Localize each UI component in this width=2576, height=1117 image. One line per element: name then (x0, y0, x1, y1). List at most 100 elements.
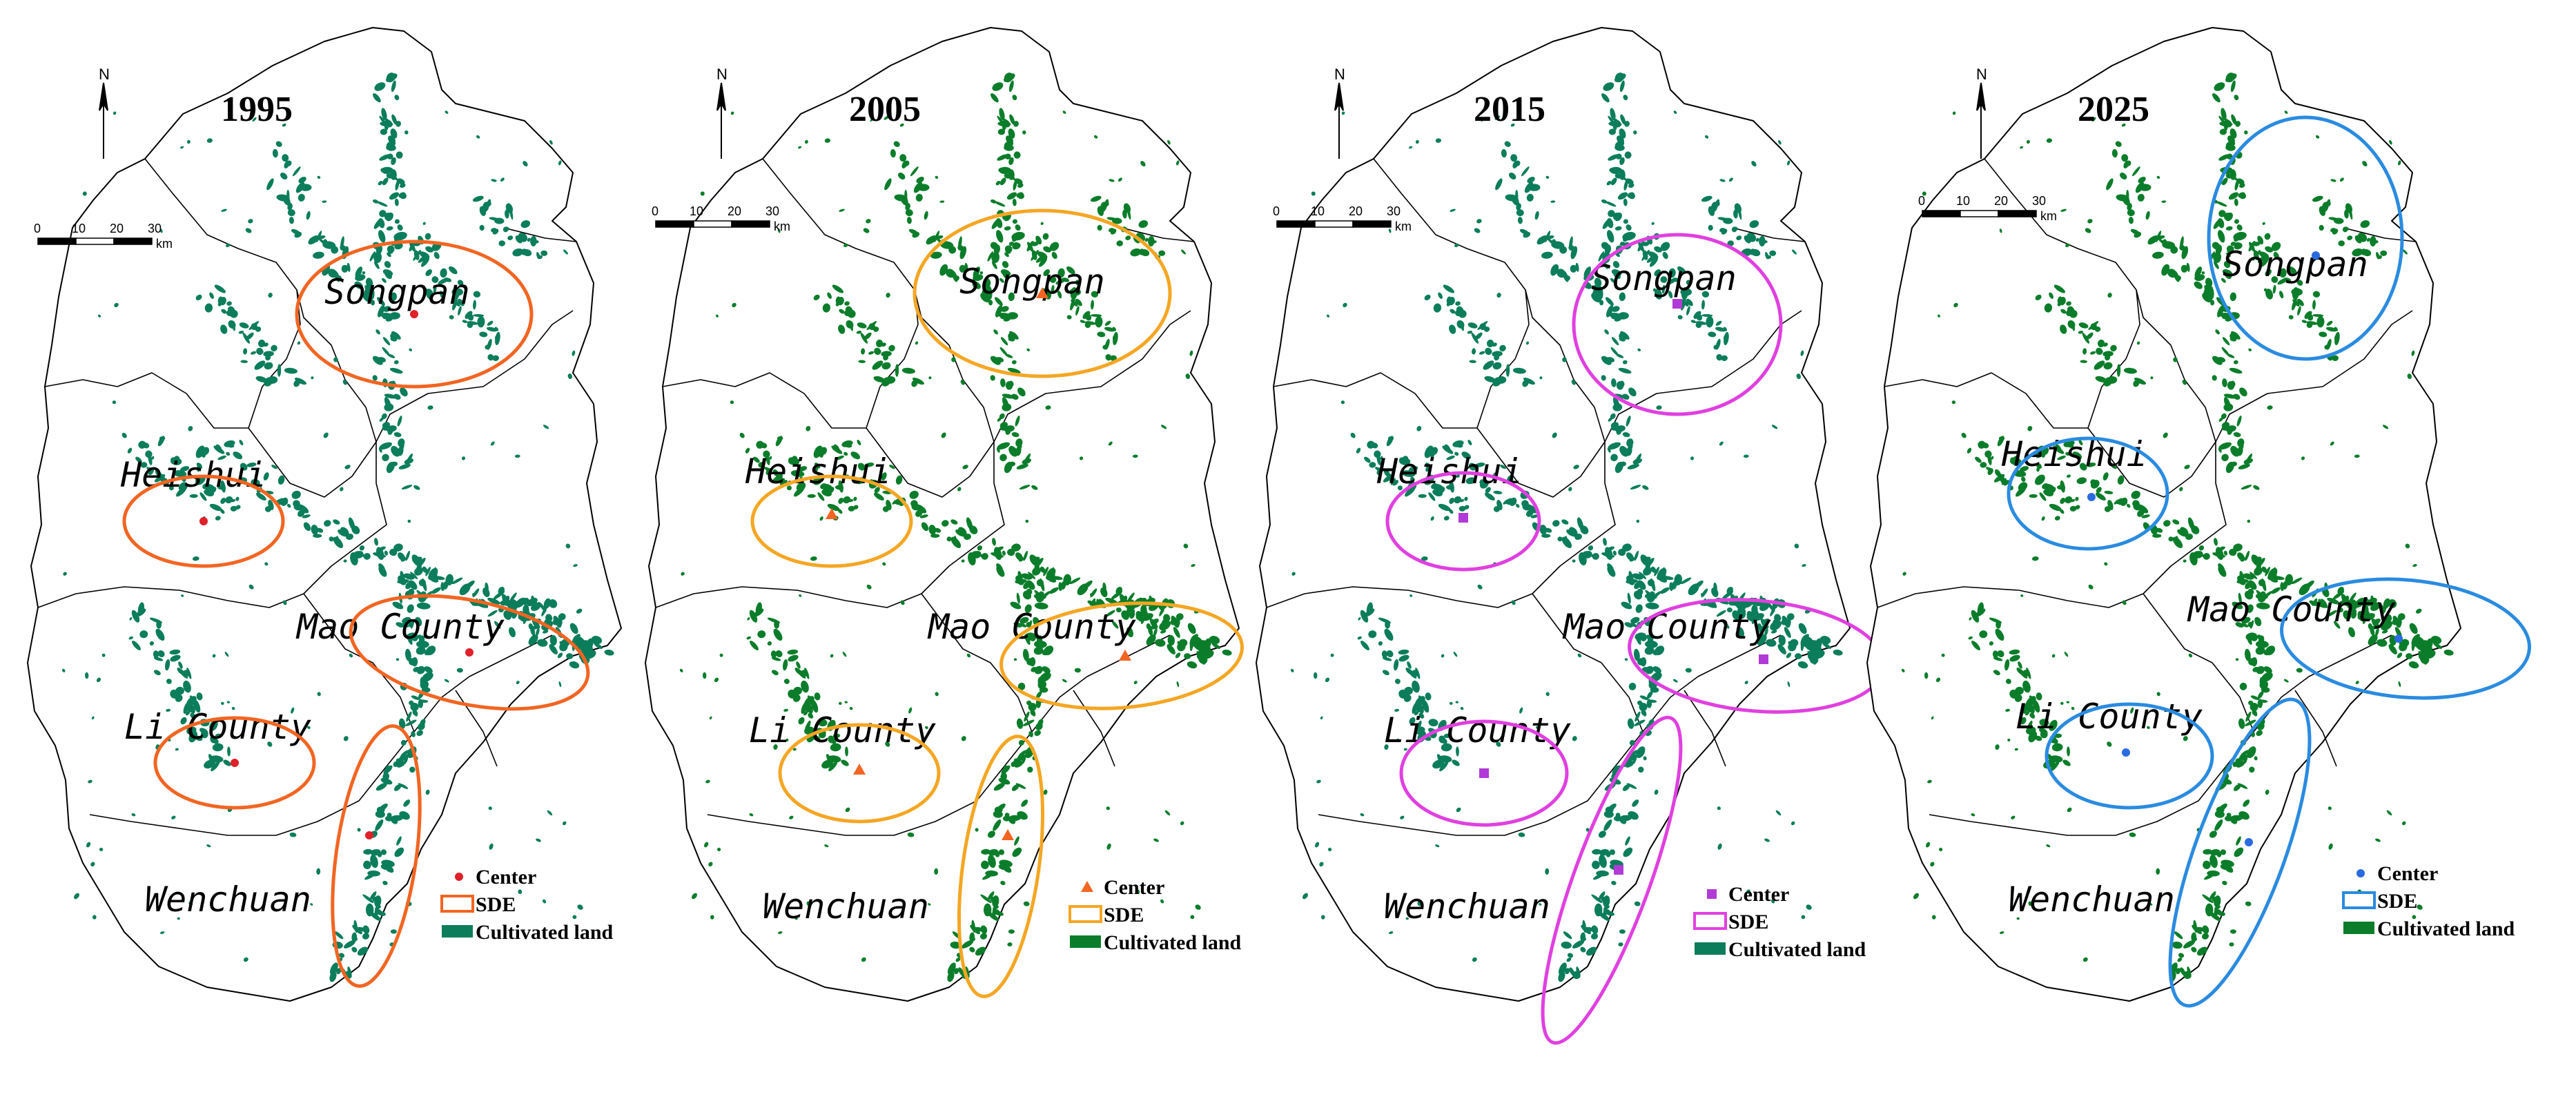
cultivated-land-patch (403, 799, 411, 807)
cultivated-land-patch (385, 765, 390, 771)
center-marker (1672, 299, 1682, 309)
cultivated-land-patch (1097, 206, 1104, 216)
cultivated-land-patch (417, 634, 422, 639)
cultivated-land-patch (950, 536, 962, 548)
cultivated-land-patch (1004, 173, 1011, 179)
sde-ellipse (957, 735, 1045, 998)
cultivated-land-patch (999, 166, 1011, 175)
cultivated-land-patch (387, 427, 393, 435)
cultivated-land-patch (387, 813, 392, 817)
cultivated-land-patch (798, 466, 808, 472)
cultivated-land-patch (444, 679, 449, 683)
cultivated-land-patch (155, 628, 165, 641)
cultivated-land-patch (192, 556, 199, 561)
cultivated-land-patch (882, 562, 886, 566)
cultivated-land-patch (1004, 461, 1013, 474)
cultivated-land-patch (407, 634, 413, 645)
center-marker (2394, 634, 2403, 643)
cultivated-land-patch (1686, 298, 1693, 307)
cultivated-land-patch (363, 860, 371, 869)
cultivated-land-patch (251, 351, 257, 355)
cultivated-land-patch (1066, 315, 1072, 320)
cultivated-land-patch (387, 252, 391, 258)
cultivated-land-patch (295, 378, 306, 385)
cultivated-land-patch (217, 455, 226, 460)
cultivated-land-patch (418, 699, 424, 708)
legend-sde-symbol (1069, 905, 1102, 923)
cultivated-land-patch (1026, 580, 1035, 590)
cultivated-land-patch (1024, 634, 1031, 645)
cultivated-land-patch (396, 178, 405, 185)
sde-ellipse (750, 474, 913, 568)
cultivated-land-patch (369, 251, 376, 262)
cultivated-land-patch (886, 500, 892, 510)
cultivated-land-patch (176, 486, 187, 497)
cultivated-land-patch (391, 157, 396, 165)
scale-unit-label: km (2040, 209, 2057, 223)
county-boundaries (37, 158, 577, 836)
cultivated-land-patch (410, 620, 415, 629)
cultivated-land-patch (63, 572, 67, 576)
cultivated-land-patch (950, 519, 958, 525)
cultivated-land-patch (1015, 552, 1023, 561)
county-boundary (1273, 372, 1477, 429)
center-marker (1002, 829, 1014, 840)
cultivated-land-patch (243, 348, 248, 355)
cultivated-land-patch (1615, 212, 1621, 221)
cultivated-land-patch (245, 228, 252, 233)
cultivated-land-patch (973, 266, 981, 278)
cultivated-land-patch (566, 653, 574, 659)
cultivated-land-patch (430, 576, 439, 583)
cultivated-land-patch (438, 278, 449, 285)
cultivated-land-patch (400, 739, 407, 746)
cultivated-land-patch (1167, 139, 1171, 145)
cultivated-land-patch (1654, 269, 1661, 276)
cultivated-land-patch (489, 843, 494, 850)
cultivated-land-patch (796, 661, 801, 669)
cultivated-land-patch (924, 211, 928, 220)
cultivated-land-patch (979, 933, 988, 940)
cultivated-land-patch (503, 610, 512, 620)
cultivated-land-patch (769, 456, 772, 460)
cultivated-land-patch (804, 139, 808, 144)
cultivated-land-patch (1017, 387, 1026, 397)
cultivated-land-patch (1612, 403, 1623, 411)
legend-sde-label: SDE (1728, 911, 1768, 933)
cultivated-land-patch (2229, 942, 2234, 946)
cultivated-land-patch (153, 670, 161, 676)
cultivated-land-patch (376, 806, 384, 814)
cultivated-land-patch (297, 341, 301, 345)
cultivated-land-patch (1666, 278, 1677, 285)
cultivated-land-patch (1610, 454, 1618, 462)
cultivated-land-patch (814, 692, 821, 701)
cultivated-land-patch (1104, 327, 1115, 332)
cultivated-land-patch (271, 344, 277, 352)
cultivated-land-patch (1031, 556, 1040, 562)
cultivated-land-patch (498, 240, 505, 246)
legend-center-symbol (1707, 889, 1717, 899)
county-label: Li County (2016, 697, 2203, 737)
cultivated-land-patch (730, 400, 734, 405)
cultivated-land-patch (219, 508, 225, 514)
legend-center-label: Center (1104, 876, 1164, 899)
cultivated-land-patch (842, 651, 847, 657)
cultivated-land-patch (1165, 616, 1171, 621)
county-boundary (1684, 690, 1726, 767)
sde-ellipse (153, 716, 316, 810)
cultivated-land-patch (915, 341, 919, 345)
cultivated-land-patch (1075, 298, 1082, 307)
county-boundary (921, 593, 1033, 732)
cultivated-land-patch (422, 672, 433, 682)
cultivated-land-patch (1680, 288, 1692, 296)
cultivated-land-patch (364, 286, 372, 300)
cultivated-land-patch (311, 525, 319, 535)
cultivated-land-patch (97, 314, 101, 318)
cultivated-land-patch (178, 661, 183, 669)
cultivated-land-patch (317, 175, 321, 179)
cultivated-land-patch (1222, 649, 1232, 656)
cultivated-land-patch (385, 815, 393, 822)
cultivated-land-patch (458, 306, 462, 315)
cultivated-land-patch (1057, 268, 1065, 278)
cultivated-land-patch (930, 251, 942, 259)
cultivated-land-patch (839, 309, 845, 314)
